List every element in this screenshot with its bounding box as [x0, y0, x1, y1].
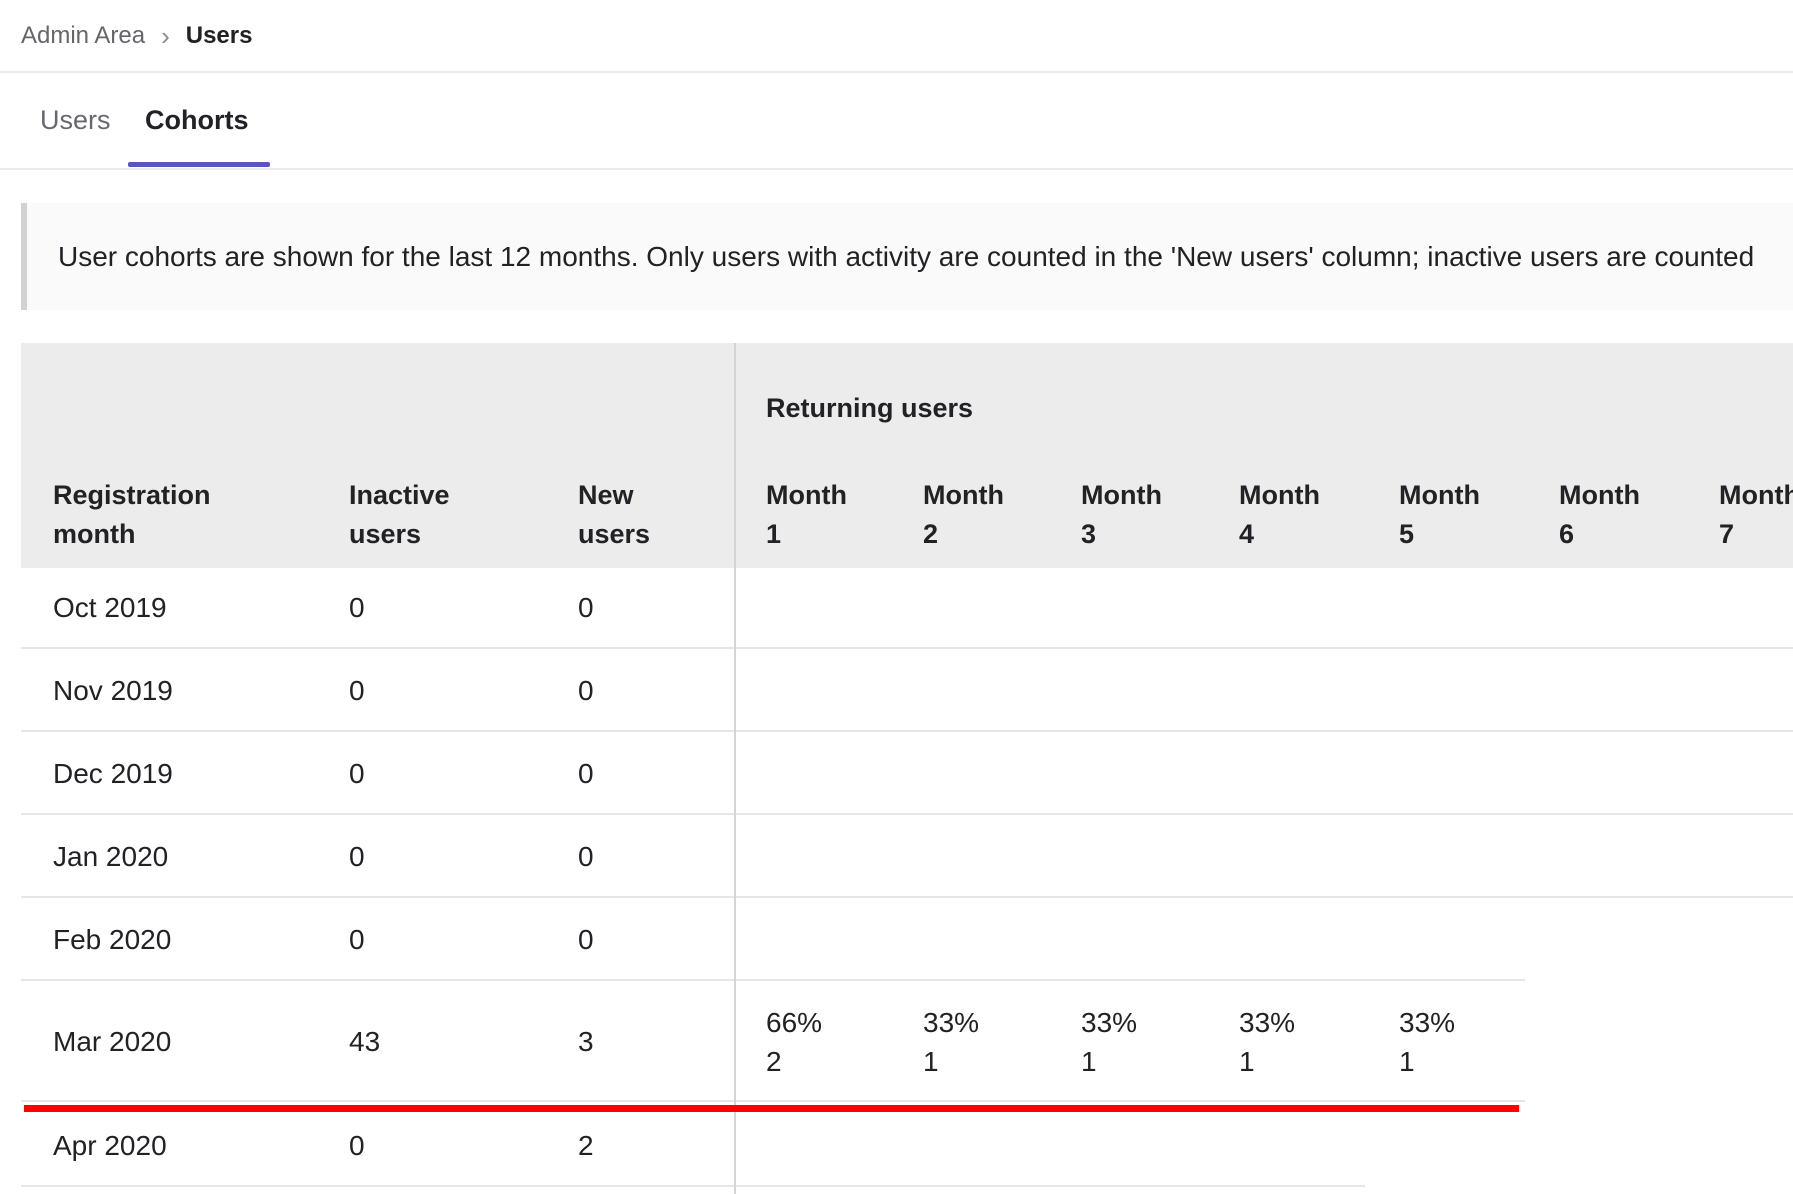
- column-header-month-1: Month 1: [766, 480, 847, 549]
- tab-users[interactable]: Users: [40, 104, 111, 135]
- returning-percentage: 66%: [766, 1006, 823, 1038]
- active-tab-indicator: [128, 162, 270, 167]
- cell-registration-month: Jan 2020: [53, 840, 169, 872]
- column-header-month-4: Month 4: [1239, 480, 1320, 549]
- breadcrumb-divider: [0, 71, 1793, 73]
- cell-new-users: 2: [578, 1129, 594, 1161]
- breadcrumb: Admin Area › Users: [21, 0, 252, 71]
- table-row-apr-2020: Apr 2020 0 2: [21, 1106, 1365, 1187]
- returning-count: 1: [1239, 1045, 1255, 1077]
- column-header-month-3: Month 3: [1081, 480, 1162, 549]
- chevron-right-icon: ›: [161, 20, 170, 51]
- cell-registration-month: Mar 2020: [53, 1025, 172, 1057]
- returning-percentage: 33%: [1239, 1006, 1296, 1038]
- cell-registration-month: Oct 2019: [53, 591, 167, 623]
- returning-percentage: 33%: [1399, 1006, 1456, 1038]
- column-header-month-6: Month 6: [1559, 480, 1640, 549]
- cell-inactive-users: 0: [349, 840, 365, 872]
- cell-returning-month-2: 33% 1: [923, 983, 979, 1100]
- column-header-month-7: Month 7: [1719, 480, 1793, 549]
- cell-inactive-users: 43: [349, 1025, 381, 1057]
- column-header-month-2: Month 2: [923, 480, 1004, 549]
- cell-new-users: 3: [578, 1025, 594, 1057]
- column-header-inactive-users: Inactive users: [349, 480, 450, 549]
- cell-new-users: 0: [578, 591, 594, 623]
- cell-registration-month: Apr 2020: [53, 1129, 167, 1161]
- cell-returning-month-4: 33% 1: [1239, 983, 1295, 1100]
- cell-registration-month: Feb 2020: [53, 923, 172, 955]
- cell-new-users: 0: [578, 757, 594, 789]
- returning-percentage: 33%: [1081, 1006, 1138, 1038]
- tabs-divider: [0, 168, 1793, 170]
- cell-new-users: 0: [578, 674, 594, 706]
- returning-count: 1: [1081, 1045, 1097, 1077]
- cohorts-table-header: Returning users Registration month Inact…: [21, 343, 1793, 568]
- cell-new-users: 0: [578, 923, 594, 955]
- cell-returning-month-1: 66% 2: [766, 983, 822, 1100]
- tab-cohorts[interactable]: Cohorts: [145, 104, 249, 135]
- cell-inactive-users: 0: [349, 757, 365, 789]
- cell-inactive-users: 0: [349, 1129, 365, 1161]
- table-row-oct-2019: Oct 2019 0 0: [21, 568, 1793, 649]
- cell-inactive-users: 0: [349, 923, 365, 955]
- breadcrumb-users-current: Users: [185, 21, 253, 49]
- table-row-jan-2020: Jan 2020 0 0: [21, 817, 1793, 898]
- cell-returning-month-5: 33% 1: [1399, 983, 1455, 1100]
- cell-inactive-users: 0: [349, 591, 365, 623]
- cell-registration-month: Dec 2019: [53, 757, 173, 789]
- cell-registration-month: Nov 2019: [53, 674, 173, 706]
- cohorts-info-banner: User cohorts are shown for the last 12 m…: [21, 203, 1793, 310]
- cell-inactive-users: 0: [349, 674, 365, 706]
- returning-count: 1: [923, 1045, 939, 1077]
- returning-count: 1: [1399, 1045, 1415, 1077]
- returning-percentage: 33%: [923, 1006, 980, 1038]
- table-row-nov-2019: Nov 2019 0 0: [21, 651, 1793, 732]
- cell-returning-month-3: 33% 1: [1081, 983, 1137, 1100]
- cell-new-users: 0: [578, 840, 594, 872]
- column-header-registration-month: Registration month: [53, 480, 211, 549]
- table-row-mar-2020: Mar 2020 43 3 66% 2 33% 1 33% 1 33% 1 33…: [21, 983, 1525, 1102]
- table-row-dec-2019: Dec 2019 0 0: [21, 734, 1793, 815]
- returning-users-group-header: Returning users: [766, 393, 974, 423]
- breadcrumb-admin-area-link[interactable]: Admin Area: [21, 21, 146, 49]
- table-row-feb-2020: Feb 2020 0 0: [21, 900, 1525, 981]
- column-header-new-users: New users: [578, 480, 651, 549]
- column-header-month-5: Month 5: [1399, 480, 1480, 549]
- returning-count: 2: [766, 1045, 782, 1077]
- cohorts-info-text: User cohorts are shown for the last 12 m…: [58, 240, 1755, 272]
- red-annotation-line: [24, 1105, 1519, 1112]
- returning-users-column-divider: [734, 343, 736, 1194]
